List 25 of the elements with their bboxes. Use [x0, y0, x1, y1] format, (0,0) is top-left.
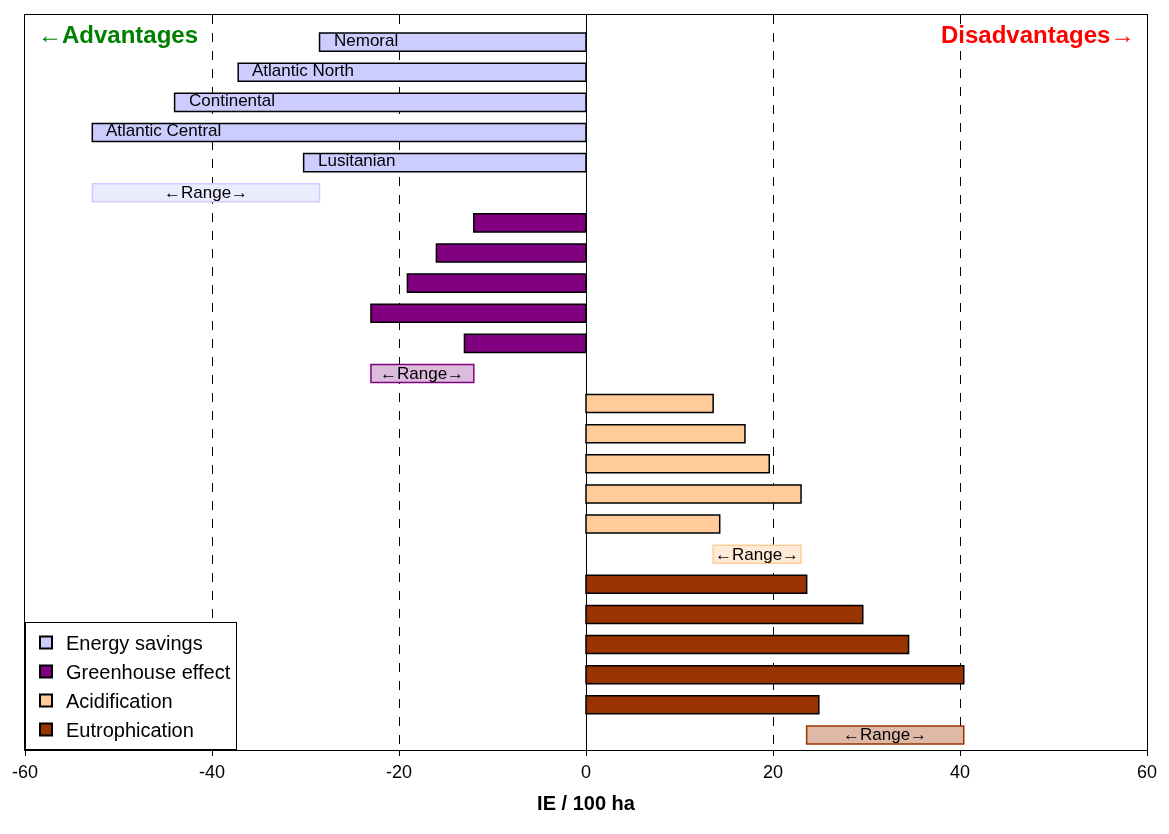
- x-tick-label: -40: [198, 761, 226, 782]
- x-tick-label: 0: [580, 761, 592, 782]
- y-tick-label: Nemoral: [334, 31, 399, 50]
- x-tick-label: 40: [949, 761, 971, 782]
- legend-label: Eutrophication: [66, 719, 194, 742]
- annotation: Disadvantages→: [941, 21, 1135, 48]
- annotation: ←Advantages: [38, 21, 199, 48]
- y-tick-label: ←Range→: [380, 364, 465, 383]
- y-tick-label: ←Range→: [164, 183, 249, 202]
- x-tick-label: 60: [1136, 761, 1158, 782]
- y-tick-label: Atlantic Central: [106, 121, 222, 140]
- x-tick-label: -60: [11, 761, 39, 782]
- x-tick-label: 20: [762, 761, 784, 782]
- y-tick-label: Lusitanian: [318, 151, 396, 170]
- legend-label: Greenhouse effect: [66, 661, 231, 684]
- bar: [805, 725, 965, 745]
- y-tick-label: Atlantic North: [252, 61, 355, 80]
- x-axis-title: IE / 100 ha: [537, 792, 636, 815]
- bar: [91, 182, 321, 203]
- legend-label: Acidification: [66, 690, 173, 713]
- legend-label: Energy savings: [66, 632, 203, 655]
- y-tick-label: Continental: [189, 91, 276, 110]
- y-tick-label: ←Range→: [843, 725, 928, 744]
- y-tick-label: ←Range→: [715, 545, 800, 564]
- x-tick-label: -20: [385, 761, 413, 782]
